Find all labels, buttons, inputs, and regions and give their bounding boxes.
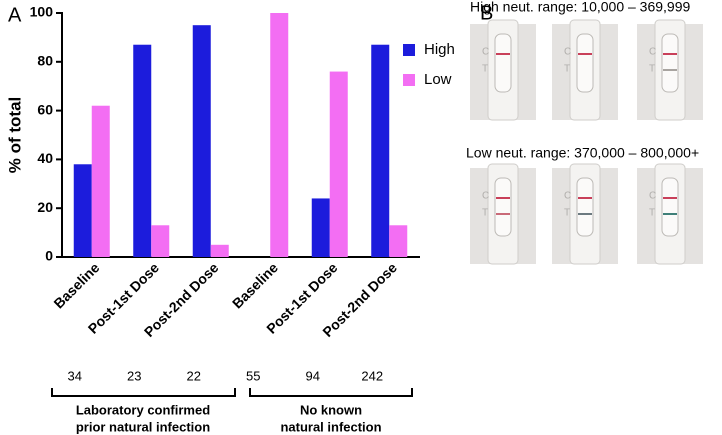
legend-swatch	[403, 74, 415, 86]
strip-mark: T	[649, 208, 655, 219]
bar	[329, 71, 348, 257]
test-window	[661, 177, 679, 237]
strip-mark: C	[649, 191, 656, 202]
strip-mark: T	[564, 64, 570, 75]
y-tick-label: 0	[45, 248, 53, 264]
y-tick-label: 100	[30, 4, 54, 20]
count-label: 94	[306, 368, 320, 383]
strip-mark: C	[482, 191, 489, 202]
count-label: 23	[127, 368, 141, 383]
test-window	[576, 177, 594, 237]
bar	[73, 164, 92, 257]
group-bracket	[249, 388, 413, 397]
strip-mark: T	[482, 64, 488, 75]
test-window	[661, 33, 679, 93]
x-tick-label: Baseline	[229, 259, 281, 311]
y-tick-label: 40	[37, 150, 53, 166]
panel-b-title: High neut. range: 10,000 – 369,999	[470, 0, 691, 15]
y-tick-label: 60	[37, 101, 53, 117]
strip-mark: C	[564, 47, 571, 58]
panel-label: B	[480, 2, 493, 24]
bar	[192, 25, 211, 258]
panel-label: A	[8, 4, 22, 26]
bar	[91, 105, 110, 257]
panel-b-title: Low neut. range: 370,000 – 800,000+	[466, 145, 699, 161]
strip-mark: C	[649, 47, 656, 58]
bar	[210, 244, 229, 257]
legend-swatch	[403, 44, 415, 56]
count-label: 55	[246, 368, 260, 383]
group-label: No known	[300, 402, 362, 417]
y-tick-label: 20	[37, 199, 53, 215]
count-label: 34	[68, 368, 82, 383]
bar	[133, 44, 152, 257]
group-label: Laboratory confirmed	[76, 402, 210, 417]
strip-mark: C	[482, 47, 489, 58]
bar	[371, 44, 390, 257]
y-axis-label: % of total	[5, 97, 24, 174]
test-window	[494, 33, 512, 93]
count-label: 22	[187, 368, 201, 383]
bar	[389, 225, 408, 257]
test-window	[494, 177, 512, 237]
strip-mark: T	[564, 208, 570, 219]
group-bracket	[51, 388, 236, 397]
test-window	[576, 33, 594, 93]
x-tick-label: Baseline	[50, 259, 102, 311]
bar	[270, 13, 289, 257]
strip-mark: T	[649, 64, 655, 75]
strip-mark: C	[564, 191, 571, 202]
strip-mark: T	[482, 208, 488, 219]
bar	[151, 225, 170, 257]
group-label: natural infection	[280, 419, 381, 434]
legend-label: High	[424, 41, 455, 58]
legend-label: Low	[424, 71, 452, 88]
group-label: prior natural infection	[76, 419, 210, 434]
count-label: 242	[361, 368, 383, 383]
y-tick-label: 80	[37, 53, 53, 69]
bar	[311, 198, 330, 257]
